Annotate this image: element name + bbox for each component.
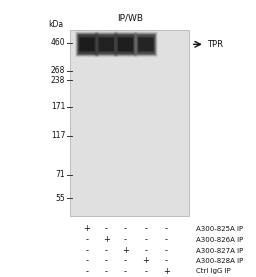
Text: TPR: TPR [207,40,223,49]
FancyBboxPatch shape [116,34,135,55]
FancyBboxPatch shape [135,32,157,56]
Text: -: - [144,267,147,276]
FancyBboxPatch shape [79,37,95,52]
FancyBboxPatch shape [116,34,135,54]
FancyBboxPatch shape [77,33,97,55]
Text: -: - [86,257,89,265]
Text: IP/WB: IP/WB [117,14,143,22]
Text: -: - [144,224,147,233]
FancyBboxPatch shape [134,32,157,57]
FancyBboxPatch shape [75,31,99,57]
Text: -: - [124,235,127,244]
Text: -: - [165,257,168,265]
FancyBboxPatch shape [97,34,115,54]
FancyBboxPatch shape [115,33,136,55]
FancyBboxPatch shape [99,37,114,52]
FancyBboxPatch shape [137,35,155,54]
Text: 117: 117 [51,131,65,140]
FancyBboxPatch shape [77,34,97,55]
Text: +: + [103,235,110,244]
Text: -: - [124,257,127,265]
FancyBboxPatch shape [76,32,98,56]
Text: -: - [86,267,89,276]
Text: +: + [84,224,90,233]
Text: 238: 238 [51,76,65,85]
Text: 55: 55 [56,194,65,202]
Text: -: - [144,246,147,255]
Text: 268: 268 [51,66,65,75]
FancyBboxPatch shape [95,32,118,57]
FancyBboxPatch shape [97,34,116,55]
Text: -: - [105,267,108,276]
Text: -: - [105,224,108,233]
Text: Ctrl IgG IP: Ctrl IgG IP [196,268,231,275]
Text: 71: 71 [56,170,65,179]
FancyBboxPatch shape [117,35,134,54]
FancyBboxPatch shape [76,32,99,57]
Text: -: - [124,224,127,233]
Text: A300-825A IP: A300-825A IP [196,225,243,232]
Bar [70,30,189,216]
FancyBboxPatch shape [96,33,116,55]
Text: A300-828A IP: A300-828A IP [196,258,243,264]
Text: +: + [143,257,149,265]
Text: -: - [105,257,108,265]
Text: A300-827A IP: A300-827A IP [196,248,243,254]
Text: +: + [122,246,129,255]
FancyBboxPatch shape [95,32,117,56]
FancyBboxPatch shape [114,32,136,56]
Text: -: - [124,267,127,276]
FancyBboxPatch shape [138,37,154,52]
Text: kDa: kDa [49,20,64,29]
FancyBboxPatch shape [98,35,115,54]
Text: -: - [144,235,147,244]
Text: -: - [165,246,168,255]
FancyBboxPatch shape [113,31,137,57]
Text: -: - [165,224,168,233]
Text: -: - [165,235,168,244]
Text: -: - [105,246,108,255]
Text: 460: 460 [51,39,65,47]
Text: 171: 171 [51,102,65,111]
FancyBboxPatch shape [137,34,155,54]
Text: A300-826A IP: A300-826A IP [196,237,243,243]
Text: -: - [86,246,89,255]
FancyBboxPatch shape [78,35,96,54]
Text: +: + [163,267,170,276]
FancyBboxPatch shape [118,37,133,52]
FancyBboxPatch shape [78,34,96,54]
FancyBboxPatch shape [136,34,156,55]
FancyBboxPatch shape [136,33,156,55]
FancyBboxPatch shape [114,32,137,57]
Text: -: - [86,235,89,244]
